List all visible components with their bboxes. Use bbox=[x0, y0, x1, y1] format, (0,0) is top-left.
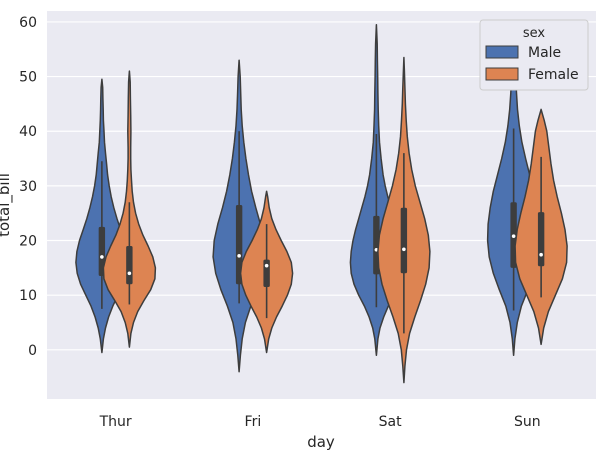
x-tick-label-fri: Fri bbox=[245, 414, 262, 430]
x-tick-label-thur: Thur bbox=[99, 414, 132, 430]
violin-median-female-sun bbox=[539, 252, 543, 257]
legend: sex Male Female bbox=[479, 19, 589, 91]
violin-median-female-sat bbox=[402, 247, 406, 252]
violin-median-male-fri bbox=[237, 254, 241, 258]
y-axis-label: total_bill bbox=[0, 173, 14, 237]
y-tick-label-40: 40 bbox=[19, 124, 37, 140]
violin-median-female-thur bbox=[127, 271, 132, 276]
x-tick-label-sat: Sat bbox=[379, 414, 402, 430]
violin-median-male-sun bbox=[511, 234, 516, 238]
violin-iqr-box-male-fri bbox=[235, 205, 243, 285]
violin-iqr-box-female-sat bbox=[400, 207, 408, 274]
x-axis-ticks: Thur Fri Sat Sun bbox=[99, 414, 541, 430]
violin-iqr-box-female-thur bbox=[126, 245, 133, 285]
legend-swatch-male bbox=[485, 45, 519, 59]
violin-iqr-box-female-fri bbox=[263, 259, 270, 287]
violin-female-thur bbox=[102, 70, 157, 348]
x-axis-label: day bbox=[307, 433, 335, 451]
y-tick-label-50: 50 bbox=[19, 70, 37, 86]
legend-label-male: Male bbox=[528, 45, 561, 61]
violin-iqr-box-male-thur bbox=[98, 226, 106, 277]
violins-group bbox=[75, 23, 568, 384]
y-tick-label-60: 60 bbox=[19, 15, 37, 31]
x-tick-label-sun: Sun bbox=[514, 414, 541, 430]
y-tick-label-20: 20 bbox=[19, 234, 37, 250]
violin-median-male-thur bbox=[100, 255, 104, 259]
y-tick-label-10: 10 bbox=[19, 288, 37, 304]
violin-median-female-fri bbox=[264, 263, 269, 268]
legend-label-female: Female bbox=[528, 67, 579, 83]
y-tick-label-30: 30 bbox=[19, 179, 37, 195]
violin-iqr-box-female-sun bbox=[537, 212, 545, 267]
violin-female-fri bbox=[239, 190, 294, 354]
y-axis-ticks: 0 10 20 30 40 50 60 bbox=[19, 15, 37, 359]
legend-swatch-female bbox=[485, 67, 519, 81]
legend-title: sex bbox=[523, 26, 546, 41]
violin-female-sat bbox=[377, 56, 431, 384]
violin-female-sun bbox=[514, 108, 568, 346]
y-tick-label-0: 0 bbox=[28, 343, 37, 359]
